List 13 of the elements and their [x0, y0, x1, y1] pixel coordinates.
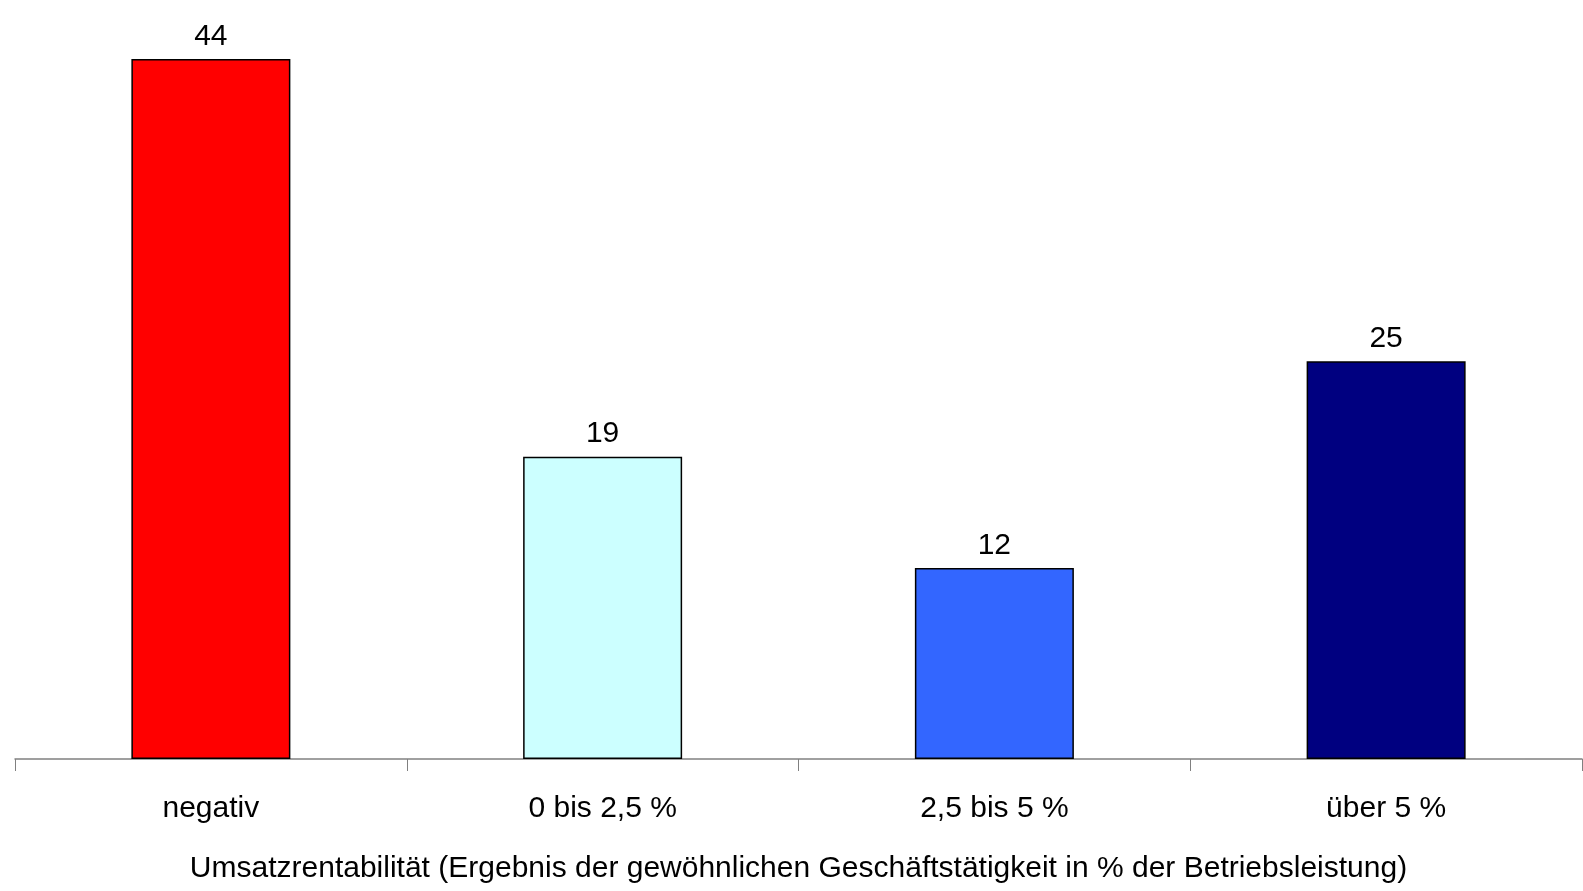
data-label: 25	[1369, 319, 1403, 353]
x-axis-title: Umsatzrentabilität (Ergebnis der gewöhnlichen Geschäftstätigkeit in % der Betriebsleistung)	[189, 849, 1408, 883]
x-tick-label: 2,5 bis 5 %	[920, 789, 1069, 823]
x-tick-label: negativ	[162, 789, 260, 823]
bar	[523, 456, 683, 759]
data-label: 19	[585, 415, 620, 449]
data-label: 44	[194, 17, 228, 51]
bar	[131, 59, 291, 759]
bar	[914, 568, 1074, 759]
x-tick-label: über 5 %	[1326, 789, 1447, 823]
data-label: 12	[977, 526, 1012, 560]
x-tick-label: 0 bis 2,5 %	[528, 789, 677, 823]
bar	[1306, 361, 1466, 759]
